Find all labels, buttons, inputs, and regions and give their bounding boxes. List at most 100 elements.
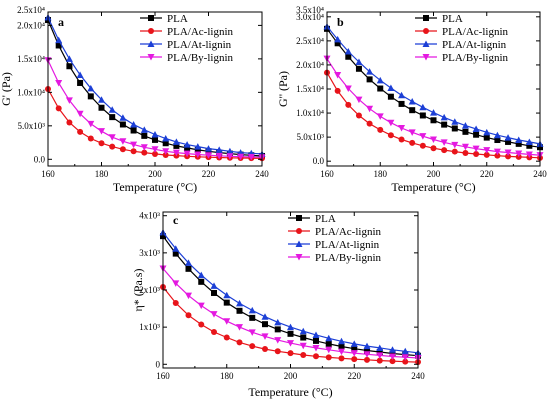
legend-item: PLA/At-lignin <box>140 39 232 51</box>
data-point <box>325 354 332 361</box>
data-point <box>261 313 269 320</box>
data-point <box>141 149 148 156</box>
data-point <box>325 334 333 342</box>
data-point <box>473 131 480 138</box>
data-point <box>350 340 358 347</box>
data-point <box>376 113 384 120</box>
legend-label: PLA <box>315 213 336 225</box>
data-point <box>473 150 480 157</box>
data-point <box>462 150 469 157</box>
data-point <box>355 58 363 66</box>
y-tick-label: 1.0x10⁴ <box>17 87 45 97</box>
legend-marker <box>148 28 154 34</box>
data-point <box>130 141 138 149</box>
data-point <box>389 353 396 360</box>
data-point <box>247 154 255 161</box>
data-point <box>87 84 95 92</box>
data-point <box>119 138 127 145</box>
data-point <box>77 79 84 86</box>
y-tick-label: 2x10³ <box>139 285 160 295</box>
data-point <box>274 348 281 355</box>
y-tick-label: 3x10³ <box>139 248 160 258</box>
x-axis-title: Temperature (°C) <box>391 180 475 194</box>
data-point <box>387 93 394 100</box>
legend-marker <box>148 15 154 21</box>
data-point <box>419 112 426 119</box>
data-point <box>152 136 158 143</box>
data-point <box>274 318 282 326</box>
data-point <box>162 151 169 158</box>
series-pla <box>45 17 265 159</box>
series-pla-at-lignin <box>159 228 422 356</box>
data-point <box>210 311 218 318</box>
legend-marker <box>296 215 302 221</box>
y-tick-label: 1.5x10⁴ <box>296 84 324 94</box>
x-tick-label: 240 <box>533 169 547 179</box>
data-point <box>140 144 148 151</box>
data-point <box>376 76 384 84</box>
data-point <box>198 278 205 285</box>
data-point <box>172 280 180 287</box>
legend-item: PLA/Ac-lignin <box>140 26 233 38</box>
legend-item: PLA/At-lignin <box>288 239 380 251</box>
data-point <box>351 345 358 352</box>
x-tick-label: 240 <box>255 169 269 179</box>
data-point <box>483 128 491 136</box>
data-point <box>261 333 269 340</box>
data-point <box>525 138 533 145</box>
x-tick-label: 200 <box>284 371 298 381</box>
data-point <box>236 307 243 314</box>
data-point <box>345 53 352 60</box>
data-point <box>441 147 448 154</box>
data-point <box>402 358 409 365</box>
data-point <box>505 138 512 145</box>
data-point <box>408 98 416 105</box>
data-point <box>185 292 192 300</box>
data-point <box>325 340 332 347</box>
legend-label: PLA <box>167 13 188 25</box>
legend-marker <box>422 54 430 61</box>
legend-item: PLA/By-lignin <box>415 52 509 64</box>
data-point <box>461 122 469 129</box>
data-point <box>287 340 294 347</box>
data-point <box>65 55 73 62</box>
legend-label: PLA/Ac-lignin <box>315 226 381 238</box>
data-point <box>236 299 243 307</box>
data-point <box>66 63 73 70</box>
y-axis-title: G' (Pa) <box>0 72 13 106</box>
data-point <box>526 142 533 149</box>
data-point <box>408 129 416 136</box>
data-point <box>334 87 341 94</box>
data-point <box>401 354 409 361</box>
data-point <box>183 141 191 148</box>
data-point <box>98 128 105 135</box>
data-point <box>430 145 437 152</box>
data-point <box>462 128 469 135</box>
data-point <box>162 135 170 142</box>
data-point <box>376 349 383 356</box>
legend-item: PLA/By-lignin <box>288 252 382 264</box>
data-point <box>109 114 116 121</box>
legend-marker <box>423 15 429 21</box>
data-point <box>494 137 501 144</box>
y-tick-label: 3.0x10⁴ <box>296 12 324 22</box>
data-point <box>419 142 426 149</box>
data-point <box>130 127 137 134</box>
data-point <box>451 118 459 125</box>
data-point <box>65 97 73 104</box>
data-point <box>108 106 116 113</box>
y-axis-title: η* (Pa.s) <box>131 269 145 312</box>
data-point <box>299 342 307 350</box>
x-tick-label: 160 <box>156 371 170 381</box>
legend-item: PLA <box>415 13 463 25</box>
data-point <box>262 321 268 328</box>
legend-label: PLA/At-lignin <box>442 39 507 51</box>
data-point <box>300 334 307 341</box>
legend-label: PLA/By-lignin <box>442 52 509 64</box>
data-point <box>419 103 427 111</box>
data-point <box>515 140 522 147</box>
legend-label: PLA/Ac-lignin <box>442 26 508 38</box>
x-tick-label: 200 <box>148 169 162 179</box>
data-point <box>119 114 127 121</box>
data-point <box>87 135 94 142</box>
